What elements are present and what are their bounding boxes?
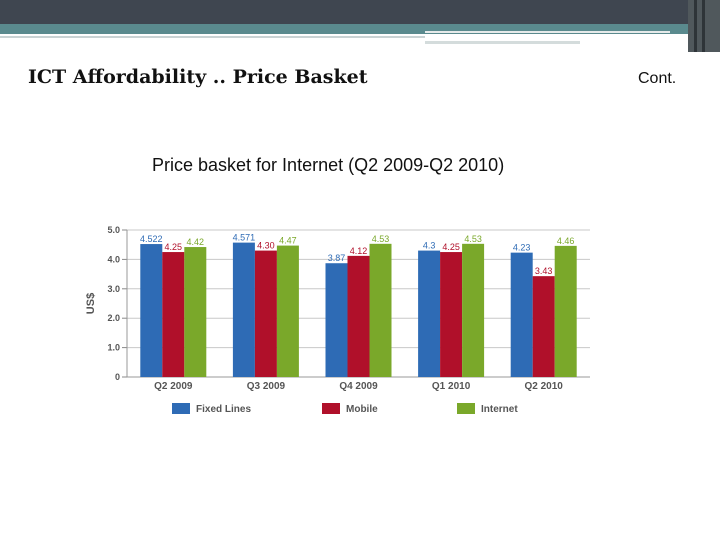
- data-label: 4.47: [279, 236, 297, 246]
- y-tick-label: 1.0: [107, 343, 120, 353]
- legend-label: Internet: [481, 404, 518, 415]
- header-accent-line: [425, 31, 670, 33]
- data-label: 3.43: [535, 266, 553, 276]
- bar: [440, 252, 463, 377]
- bar: [369, 243, 392, 377]
- data-label: 4.571: [233, 233, 256, 243]
- corner-stripe: [694, 0, 697, 52]
- bar: [418, 250, 441, 377]
- bar: [232, 242, 255, 377]
- bar: [254, 250, 277, 377]
- x-tick-label: Q4 2009: [339, 381, 378, 392]
- y-axis-label: US$: [85, 293, 97, 314]
- header-accent-band: [0, 24, 720, 34]
- header-bar: [0, 0, 720, 24]
- bar: [554, 245, 577, 377]
- bar: [532, 276, 555, 377]
- bar: [325, 263, 348, 377]
- data-label: 4.30: [257, 241, 275, 251]
- legend-swatch: [172, 403, 190, 414]
- bar: [184, 247, 207, 377]
- legend-swatch: [322, 403, 340, 414]
- bar: [140, 244, 163, 377]
- data-label: 4.53: [464, 234, 482, 244]
- data-label: 3.87: [328, 253, 346, 263]
- corner-stripe: [702, 0, 705, 52]
- bar: [162, 252, 185, 377]
- y-tick-label: 5.0: [107, 225, 120, 235]
- data-label: 4.3: [423, 241, 436, 251]
- slide-title: ICT Affordability .. Price Basket: [28, 66, 368, 88]
- data-label: 4.46: [557, 236, 575, 246]
- data-label: 4.42: [187, 237, 205, 247]
- header-accent-line: [0, 36, 425, 38]
- data-label: 4.23: [513, 243, 531, 253]
- bar: [462, 243, 485, 377]
- data-label: 4.53: [372, 234, 390, 244]
- header-accent-line: [425, 41, 580, 44]
- bar: [510, 252, 533, 377]
- y-tick-label: 2.0: [107, 313, 120, 323]
- y-tick-label: 4.0: [107, 254, 120, 264]
- header-corner-block: [688, 0, 720, 52]
- x-tick-label: Q2 2009: [154, 381, 193, 392]
- data-label: 4.25: [165, 242, 183, 252]
- bar: [347, 255, 370, 377]
- data-label: 4.522: [140, 234, 163, 244]
- legend-label: Fixed Lines: [196, 404, 251, 415]
- x-tick-label: Q3 2009: [247, 381, 286, 392]
- legend-swatch: [457, 403, 475, 414]
- y-tick-label: 3.0: [107, 284, 120, 294]
- data-label: 4.12: [350, 246, 368, 256]
- y-tick-label: 0: [115, 372, 120, 382]
- legend-label: Mobile: [346, 404, 378, 415]
- x-tick-label: Q2 2010: [525, 381, 564, 392]
- bar: [276, 245, 299, 377]
- price-basket-chart: 0 1.0 2.0 3.0 4.0 5.0 US$ 4.522 4.25 4.42 Q2 2009 4…: [72, 212, 624, 424]
- chart-heading: Price basket for Internet (Q2 2009-Q2 20…: [152, 155, 505, 175]
- data-label: 4.25: [442, 242, 460, 252]
- slide-cont-label: Cont.: [638, 70, 677, 87]
- x-tick-label: Q1 2010: [432, 381, 471, 392]
